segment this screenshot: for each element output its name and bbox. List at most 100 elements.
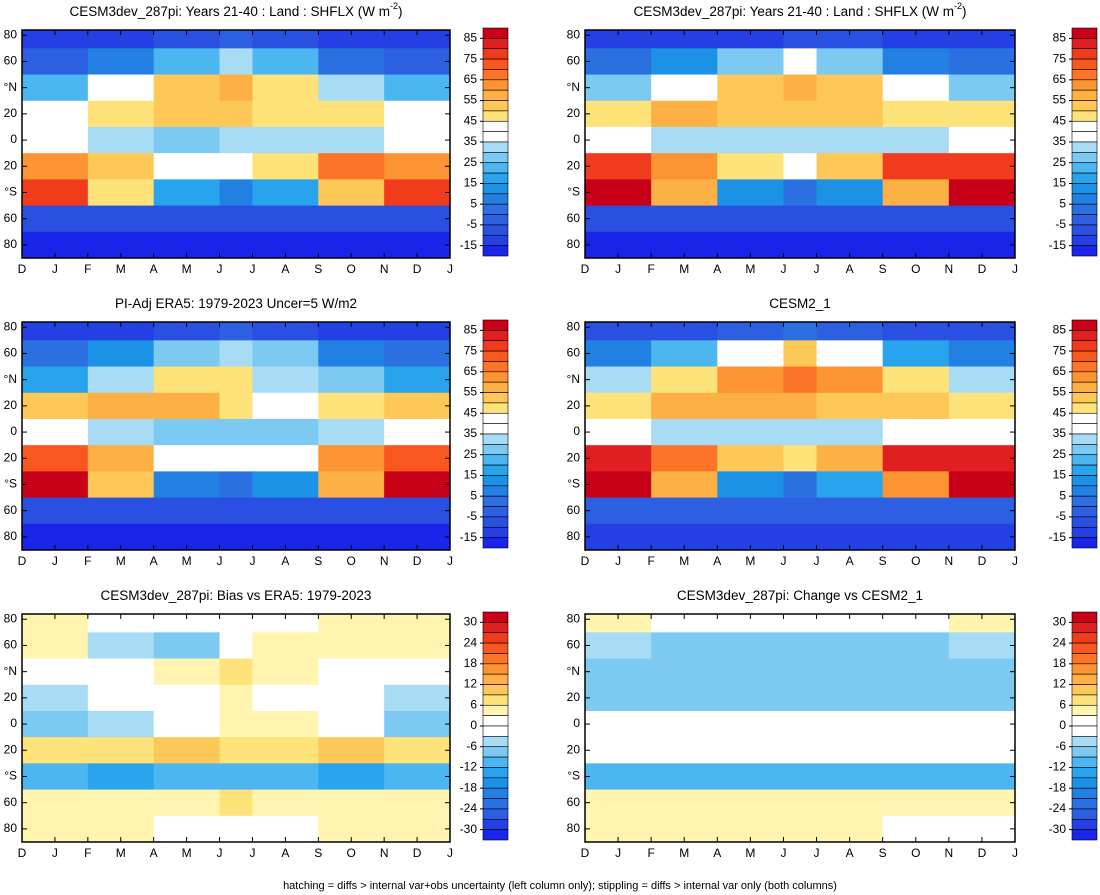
y-tick-label: °N <box>567 372 580 386</box>
field-cell <box>318 100 385 128</box>
field-cell <box>882 632 950 660</box>
field-cell <box>783 153 818 180</box>
x-tick-label: J <box>249 846 255 860</box>
colorbar-box <box>482 89 509 101</box>
field-cell <box>318 366 385 394</box>
colorbar-box <box>1071 526 1098 538</box>
colorbar-box <box>1071 48 1098 60</box>
colorbar-box <box>482 152 509 164</box>
colorbar-box <box>482 642 509 654</box>
colorbar-box <box>1071 798 1098 810</box>
field-cell <box>717 179 784 207</box>
colorbar-box <box>1071 371 1098 383</box>
colorbar-box <box>482 214 509 226</box>
field-cell <box>252 366 319 394</box>
field-cell <box>651 737 718 764</box>
colorbar-box <box>1071 120 1098 132</box>
field-cell <box>948 322 1015 341</box>
colorbar-box <box>482 725 509 737</box>
colorbar-label: 30 <box>464 615 478 629</box>
field-cell <box>87 614 155 633</box>
field-cell <box>318 710 385 738</box>
field-cell <box>318 737 385 764</box>
field-cell <box>252 632 319 660</box>
x-tick-label: J <box>814 846 820 860</box>
field-cell <box>585 179 652 207</box>
x-tick-label: F <box>84 262 91 276</box>
x-tick-label: D <box>978 554 987 568</box>
colorbar-box <box>482 423 509 435</box>
colorbar-label: 85 <box>1053 323 1067 337</box>
field-cell <box>948 763 1015 791</box>
field-cell <box>783 737 818 764</box>
field-cell <box>651 322 718 341</box>
field-cell <box>651 153 718 180</box>
field-cell <box>585 392 652 420</box>
field-cell <box>22 322 89 341</box>
colorbar-box <box>1071 224 1098 236</box>
colorbar-box <box>482 611 509 623</box>
field-cell <box>783 523 818 550</box>
field-cell <box>783 340 818 368</box>
colorbar-label: 25 <box>1053 447 1067 461</box>
field-cell <box>252 710 319 738</box>
field-cell <box>153 126 221 154</box>
field-cell <box>651 763 718 791</box>
x-tick-label: J <box>217 554 223 568</box>
field-cell <box>219 418 253 446</box>
field-cell <box>948 153 1015 180</box>
y-tick-label: 20 <box>567 690 581 704</box>
x-tick-label: J <box>615 554 621 568</box>
field-cell <box>318 126 385 154</box>
colorbar-label: 5 <box>470 488 477 502</box>
field-cell <box>783 126 818 154</box>
field-cell <box>384 497 450 525</box>
colorbar-box <box>482 27 509 39</box>
colorbar-box <box>1071 350 1098 362</box>
field-cell <box>318 445 385 472</box>
y-tick-label: 0 <box>573 424 580 438</box>
field-cell <box>717 153 784 180</box>
field-cell <box>948 126 1015 154</box>
field-cell <box>783 74 818 102</box>
colorbar-box <box>1071 684 1098 696</box>
colorbar-box <box>482 412 509 424</box>
colorbar-box <box>1071 787 1098 799</box>
field-cell <box>153 205 221 233</box>
x-tick-label: A <box>281 262 289 276</box>
field-cell <box>87 74 155 102</box>
field-cell <box>219 445 253 472</box>
colorbar-box <box>482 392 509 404</box>
field-cell <box>318 763 385 791</box>
field-cell <box>717 763 784 791</box>
field-cell <box>585 100 652 128</box>
field-cell <box>384 658 450 686</box>
field-cell <box>717 471 784 499</box>
field-cell <box>717 445 784 472</box>
field-cell <box>252 737 319 764</box>
field-cell <box>783 231 818 258</box>
x-tick-label: M <box>116 554 126 568</box>
field-cell <box>384 48 450 76</box>
colorbar-box <box>482 622 509 634</box>
field-cell <box>252 100 319 128</box>
colorbar-box <box>482 371 509 383</box>
field-cell <box>22 763 89 791</box>
x-tick-label: M <box>182 262 192 276</box>
colorbar-box <box>482 673 509 685</box>
colorbar-box <box>1071 756 1098 768</box>
field-cell <box>219 366 253 394</box>
field-cell <box>153 30 221 49</box>
field-cell <box>585 30 652 49</box>
field-cell <box>22 100 89 128</box>
field-cell <box>948 30 1015 49</box>
field-cell <box>87 30 155 49</box>
field-cell <box>153 710 221 738</box>
field-cell <box>651 126 718 154</box>
colorbar-box <box>1071 141 1098 153</box>
field-cell <box>22 205 89 233</box>
field-cell <box>882 340 950 368</box>
y-tick-label: 60 <box>4 54 18 68</box>
field-cell <box>816 153 884 180</box>
